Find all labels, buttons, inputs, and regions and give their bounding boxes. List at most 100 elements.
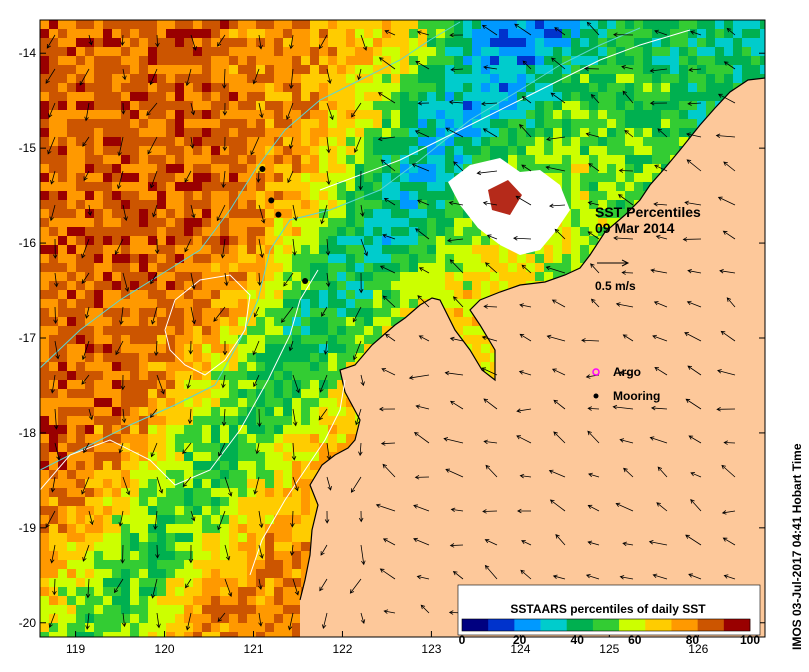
current-arrow [726,297,736,308]
current-arrow [114,578,124,594]
x-tick-label: 119 [66,642,85,656]
current-arrow [182,476,192,488]
current-arrow [81,374,90,385]
current-arrow [420,604,430,614]
credit-text: IMOS 03-Jul-2017 04:41 Hobart Time [790,443,804,650]
current-arrow [46,34,56,49]
current-arrow [85,578,91,599]
current-arrow [684,332,702,342]
current-arrow [258,102,264,119]
current-arrow [687,268,702,274]
current-arrow [292,238,297,256]
current-arrow [87,204,93,217]
mooring-label: Mooring [613,389,660,403]
argo-label: Argo [613,365,641,379]
current-arrow [417,199,430,206]
current-arrow [120,34,125,46]
current-arrow [514,23,532,36]
current-arrow [151,306,158,325]
current-arrow [553,431,566,444]
current-arrow [222,68,227,89]
current-arrow [147,136,158,155]
current-arrow [377,136,396,142]
current-arrow [189,136,195,149]
current-arrow [83,170,90,182]
current-arrow [484,564,498,580]
current-arrow [88,34,93,46]
current-arrow [650,268,668,274]
current-arrow [622,334,634,342]
symbol-legend: Argo Mooring [592,365,660,403]
current-arrow [224,544,231,561]
current-arrow [382,463,396,478]
current-arrow [357,68,362,81]
current-arrow [85,612,90,630]
current-arrow [281,306,294,323]
current-arrow [360,544,366,566]
current-arrow [326,68,332,84]
colorbar-tick-label: 0 [459,633,466,647]
current-arrow [649,436,668,444]
current-arrow [221,170,226,189]
colorbar-tick-label: 20 [513,633,527,647]
current-arrow [319,34,328,50]
current-arrow [81,238,90,259]
x-tick-label: 124 [510,642,530,656]
current-arrow [45,510,56,529]
current-arrow [49,544,56,564]
current-arrow [414,130,430,138]
current-arrow [187,408,193,425]
current-arrow [619,370,634,376]
current-arrow [380,441,396,446]
current-arrow [146,102,158,116]
current-arrow [418,267,430,274]
current-arrow [653,201,668,207]
coastline [299,77,765,601]
y-tick-label: -14 [19,46,37,60]
current-arrow [687,365,702,376]
current-arrow [450,507,464,513]
current-arrow [213,306,226,322]
current-arrow [587,540,600,546]
current-arrow [619,575,634,580]
x-tick-label: 125 [599,642,619,656]
current-arrow [54,442,61,461]
current-arrow [684,200,702,206]
current-arrow [50,476,56,493]
current-arrow [657,466,668,478]
current-arrow [377,92,396,104]
current-arrow [190,272,196,290]
current-arrow [224,578,233,598]
colorbar-swatch [514,619,541,631]
current-arrow [319,578,328,592]
current-arrow [257,408,262,428]
current-arrow [521,164,532,172]
current-arrow [184,238,192,253]
current-arrow [48,102,56,119]
current-arrow [291,442,297,461]
current-arrow [449,32,464,38]
map-date: 09 Mar 2014 [595,220,675,236]
current-arrow [686,300,702,308]
y-tick-label: -19 [19,521,37,535]
map-title: SST Percentiles [595,204,701,220]
current-arrow [484,262,498,274]
current-arrow [149,408,158,418]
current-arrow [448,99,464,105]
velocity-scale: 0.5 m/s [595,259,636,293]
current-arrow [552,574,566,580]
current-arrow [450,67,464,72]
current-arrow [716,406,736,412]
mooring-markers [259,166,309,285]
current-arrow [351,102,362,118]
current-arrow [358,272,364,294]
current-arrow [690,472,702,478]
current-arrow [584,66,600,71]
current-arrow [548,203,566,209]
y-tick-label: -15 [19,141,37,155]
current-arrow [688,435,702,444]
current-arrow [379,265,396,274]
current-arrow [624,129,634,138]
current-arrow [326,170,331,186]
